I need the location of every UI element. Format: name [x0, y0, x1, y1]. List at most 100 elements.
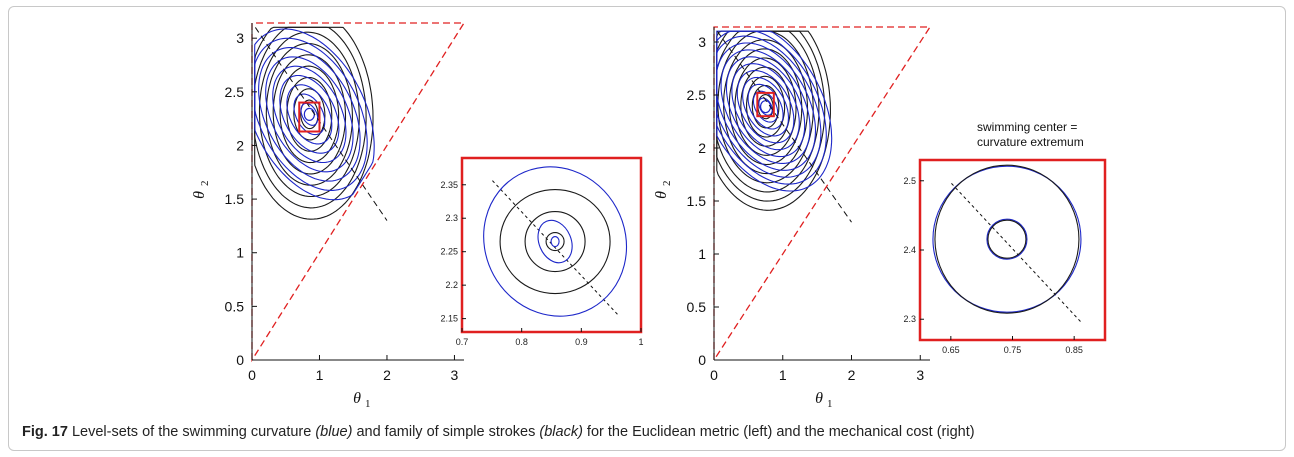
- y-axis-label: θ: [653, 191, 670, 199]
- zoom-box: [298, 101, 321, 133]
- x-axis-label: θ: [353, 390, 361, 407]
- y-axis-label: θ: [191, 191, 208, 199]
- inset-black-curve: [545, 231, 565, 252]
- black-level-curve: [751, 84, 780, 129]
- inset-black-curve: [524, 210, 586, 273]
- inset-y-tick-label: 2.35: [440, 180, 458, 190]
- black-level-curve: [728, 48, 803, 166]
- blue-level-curve: [254, 37, 368, 191]
- inset-y-tick-label: 2.3: [445, 213, 458, 223]
- inset-blue-curve: [537, 219, 573, 264]
- black-level-curve: [746, 75, 786, 138]
- figure-caption: Fig. 17 Level-sets of the swimming curva…: [22, 423, 1277, 441]
- black-level-curve: [254, 26, 374, 220]
- y-tick-label: 0: [698, 352, 706, 368]
- inset-black-curve: [934, 164, 1080, 314]
- symmetry-dashed-line: [717, 31, 852, 223]
- blue-level-curve: [258, 47, 361, 182]
- blue-level-curve: [731, 63, 800, 151]
- figure-svg: 0 1 2 300.511.522.53θ 1θ2 0.7 0.8 0.9 12.152.22…: [191, 22, 1107, 410]
- inset-x-tick-label: 0.8: [515, 337, 528, 347]
- blue-level-curve: [736, 70, 795, 144]
- blue-level-curve: [286, 84, 333, 145]
- inset-y-tick-label: 2.25: [440, 247, 458, 257]
- annotation-line-2: curvature extremum: [977, 135, 1084, 149]
- x-tick-label: 0: [248, 367, 256, 383]
- y-tick-label: 2.5: [225, 84, 245, 100]
- inset-blue-curve: [986, 218, 1028, 260]
- y-tick-label: 1: [698, 246, 706, 262]
- black-level-curve: [258, 31, 360, 198]
- blue-level-curve: [254, 28, 375, 201]
- y-tick-label: 3: [236, 30, 244, 46]
- caption-label: Fig. 17: [22, 424, 68, 440]
- y-tick-label: 0: [236, 352, 244, 368]
- x-axis-label-subscript: 1: [827, 398, 833, 410]
- black-level-curve: [265, 42, 353, 186]
- blue-level-curve: [720, 49, 811, 164]
- inset-frame: [460, 156, 643, 334]
- caption-emph-black: (black): [539, 424, 583, 440]
- y-tick-label: 2: [698, 140, 706, 156]
- inset-x-tick-label: 0.7: [456, 337, 469, 347]
- y-axis-label-subscript: 2: [661, 181, 673, 187]
- inset-black-curve: [499, 188, 611, 295]
- blue-level-curve: [716, 42, 817, 171]
- x-axis-label-subscript: 1: [365, 398, 371, 410]
- inset-blue-curve: [483, 166, 628, 317]
- inset-x-tick-label: 0.9: [575, 337, 588, 347]
- x-tick-label: 2: [848, 367, 856, 383]
- symmetry-dashed-line: [254, 27, 388, 221]
- annotation-line-1: swimming center =: [977, 120, 1077, 134]
- left-level-curves: [254, 26, 388, 221]
- blue-level-curve: [716, 35, 822, 178]
- inset-y-tick-label: 2.5: [903, 176, 916, 186]
- blue-level-curve: [742, 76, 790, 137]
- y-tick-label: 0.5: [687, 299, 707, 315]
- inset-y-tick-label: 2.2: [445, 280, 458, 290]
- x-tick-label: 3: [451, 367, 459, 383]
- inset-y-tick-label: 2.4: [903, 245, 916, 255]
- black-level-curve: [740, 66, 791, 147]
- blue-level-curve: [725, 56, 806, 158]
- caption-text-2: and family of simple strokes: [352, 424, 540, 440]
- left-panel: 0 1 2 300.511.522.53θ 1θ2 0.7 0.8 0.9 12.152.22…: [191, 22, 644, 410]
- y-axis-label-subscript: 2: [199, 181, 211, 187]
- inset-blue-curve: [932, 165, 1082, 313]
- left-inset: 0.7 0.8 0.9 1 2.15 2.2 2.25 2.3 2.35: [440, 156, 644, 347]
- right-panel: 0 1 2 300.511.522.53θ 1θ2 0.65 0.75 0.852.32.4…: [653, 26, 1107, 410]
- y-tick-label: 1.5: [225, 191, 245, 207]
- inset-y-tick-label: 2.3: [903, 314, 916, 324]
- inset-x-tick-label: 0.75: [1004, 345, 1022, 355]
- y-tick-label: 1: [236, 245, 244, 261]
- zoom-box: [756, 91, 775, 118]
- black-level-curve: [757, 94, 774, 120]
- figure-frame: [8, 6, 1286, 451]
- x-tick-label: 2: [383, 367, 391, 383]
- x-tick-label: 1: [779, 367, 787, 383]
- y-tick-label: 2.5: [687, 87, 707, 103]
- blue-level-curve: [265, 56, 354, 173]
- blue-level-curve: [747, 83, 784, 130]
- blue-level-curve: [716, 30, 833, 192]
- domain-boundary: [251, 22, 466, 363]
- left-axes: 0 1 2 300.511.522.53θ 1θ2: [191, 22, 466, 410]
- black-level-curve: [734, 57, 797, 156]
- caption-text-3: for the Euclidean metric (left) and the …: [582, 424, 975, 440]
- inset-frame: [918, 158, 1107, 342]
- center-marker: [759, 100, 772, 114]
- black-level-curve: [723, 39, 809, 175]
- y-tick-label: 2: [236, 137, 244, 153]
- inset-y-tick-label: 2.15: [440, 314, 458, 324]
- right-level-curves: [716, 30, 852, 223]
- inset-x-tick-label: 0.85: [1065, 345, 1083, 355]
- caption-text-1: Level-sets of the swimming curvature: [67, 424, 316, 440]
- center-marker: [303, 107, 315, 121]
- x-tick-label: 0: [710, 367, 718, 383]
- right-axes: 0 1 2 300.511.522.53θ 1θ2: [653, 26, 932, 410]
- x-tick-label: 3: [916, 367, 924, 383]
- x-axis-label: θ: [815, 390, 823, 407]
- inset-dashed-line: [492, 180, 619, 315]
- inset-x-tick-label: 0.65: [942, 345, 960, 355]
- inset-blue-curve: [550, 235, 560, 248]
